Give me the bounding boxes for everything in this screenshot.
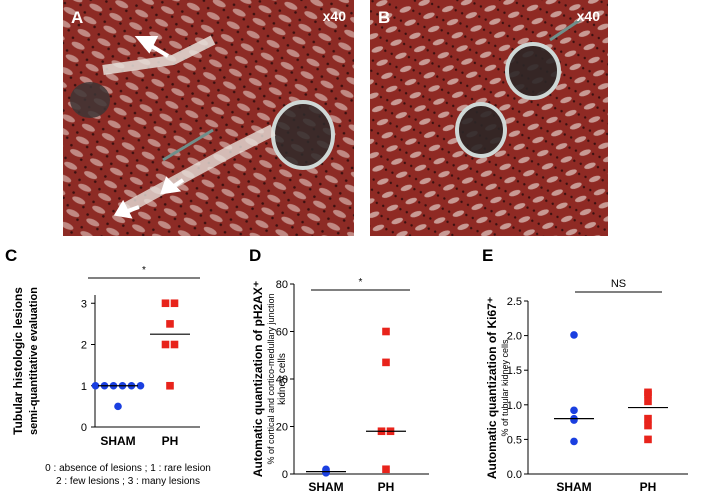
- y-tick-label: 2: [81, 340, 87, 352]
- x-category-label: SHAM: [308, 480, 343, 494]
- data-point-ph: [644, 421, 652, 430]
- footnote-c-1: 0 : absence of lesions ; 1 : rare lesion: [45, 463, 211, 474]
- y-tick-label: 20: [276, 422, 288, 434]
- y-tick-label: 1.0: [507, 400, 522, 412]
- data-point-ph: [161, 340, 170, 349]
- x-category-label: SHAM: [556, 480, 591, 494]
- y-tick-label: 40: [276, 374, 288, 386]
- y-tick-label: 1: [81, 381, 87, 393]
- data-point-ph: [382, 358, 390, 367]
- histology-texture-a: [63, 0, 354, 236]
- data-point-ph: [382, 327, 390, 336]
- y-tick-label: 0: [81, 422, 87, 434]
- data-point-sham: [570, 406, 578, 415]
- panel-letter-d: D: [249, 246, 262, 265]
- footnote-c-2: 2 : few lesions ; 3 : many lesions: [56, 476, 200, 487]
- data-point-sham: [570, 331, 578, 339]
- y-tick-label: 60: [276, 327, 288, 339]
- x-category-label: PH: [640, 480, 657, 494]
- y-axis-sublabel: semi-quantitative evaluation: [28, 287, 40, 435]
- data-point-sham: [570, 416, 578, 424]
- data-point-sham: [570, 437, 578, 446]
- data-point-ph: [644, 397, 652, 406]
- histology-texture-b: [370, 0, 608, 236]
- y-tick-label: 0.0: [507, 469, 522, 481]
- chart-c: 0 1 2 3 SHAM PH Tubular histologic lesions semi…: [11, 265, 200, 448]
- data-point-sham: [114, 402, 122, 411]
- y-tick-label: 1.5: [507, 365, 522, 377]
- chart-d: 0 20 40 60 80 SHAM PH Automatic quantization of…: [251, 277, 429, 494]
- y-tick-label: 80: [276, 279, 288, 291]
- data-point-sham: [136, 381, 145, 390]
- chart-e: 0.0 0.5 1.0 1.5 2.0 2.5 SHAM PH Automatic quanti…: [485, 278, 688, 494]
- data-point-ph: [382, 465, 390, 474]
- y-axis-sublabel-2: kidney cells: [277, 353, 288, 405]
- significance-label: *: [142, 265, 146, 276]
- panel-letter-a: A: [71, 8, 84, 27]
- panel-letter-c: C: [5, 246, 18, 265]
- x-category-label: PH: [378, 480, 395, 494]
- y-tick-label: 0.5: [507, 434, 522, 446]
- data-point-ph: [170, 299, 179, 308]
- arrow-1-head: [134, 36, 159, 54]
- panel-letter-b: B: [378, 8, 391, 27]
- y-axis-sublabel: % of tubular kidney cells: [500, 339, 510, 437]
- data-point-ph: [166, 381, 174, 390]
- y-tick-label: 3: [81, 298, 87, 310]
- y-axis-label: Tubular histologic lesions: [11, 287, 25, 435]
- arrow-overlay-a: [113, 36, 185, 219]
- data-point-ph: [644, 390, 652, 399]
- significance-label: *: [359, 277, 363, 288]
- y-tick-label: 2.0: [507, 331, 522, 343]
- y-tick-label: 0: [282, 469, 288, 481]
- arrow-3-head: [113, 199, 133, 219]
- significance-label: NS: [611, 278, 626, 290]
- magnification-b: x40: [576, 8, 600, 24]
- data-point-ph: [644, 435, 652, 444]
- data-point-ph: [170, 340, 179, 349]
- magnification-a: x40: [322, 8, 346, 24]
- histology-image-a: A x40: [63, 0, 354, 236]
- x-category-label: PH: [162, 434, 179, 448]
- y-axis-label: Automatic quantization of Ki67⁺: [485, 297, 499, 479]
- data-point-ph: [161, 299, 170, 308]
- data-point-sham: [91, 381, 100, 390]
- y-tick-label: 2.5: [507, 296, 522, 308]
- arrow-2-head: [160, 176, 182, 195]
- data-point-ph: [166, 320, 174, 328]
- y-axis-label: Automatic quantization of pH2AX⁺: [251, 281, 265, 477]
- y-axis-sublabel: % of cortical and cortico-medullary junc…: [266, 293, 276, 464]
- histology-image-b: B x40: [370, 0, 608, 236]
- panel-letter-e: E: [482, 246, 494, 265]
- data-point-ph: [644, 414, 652, 423]
- x-category-label: SHAM: [100, 434, 135, 448]
